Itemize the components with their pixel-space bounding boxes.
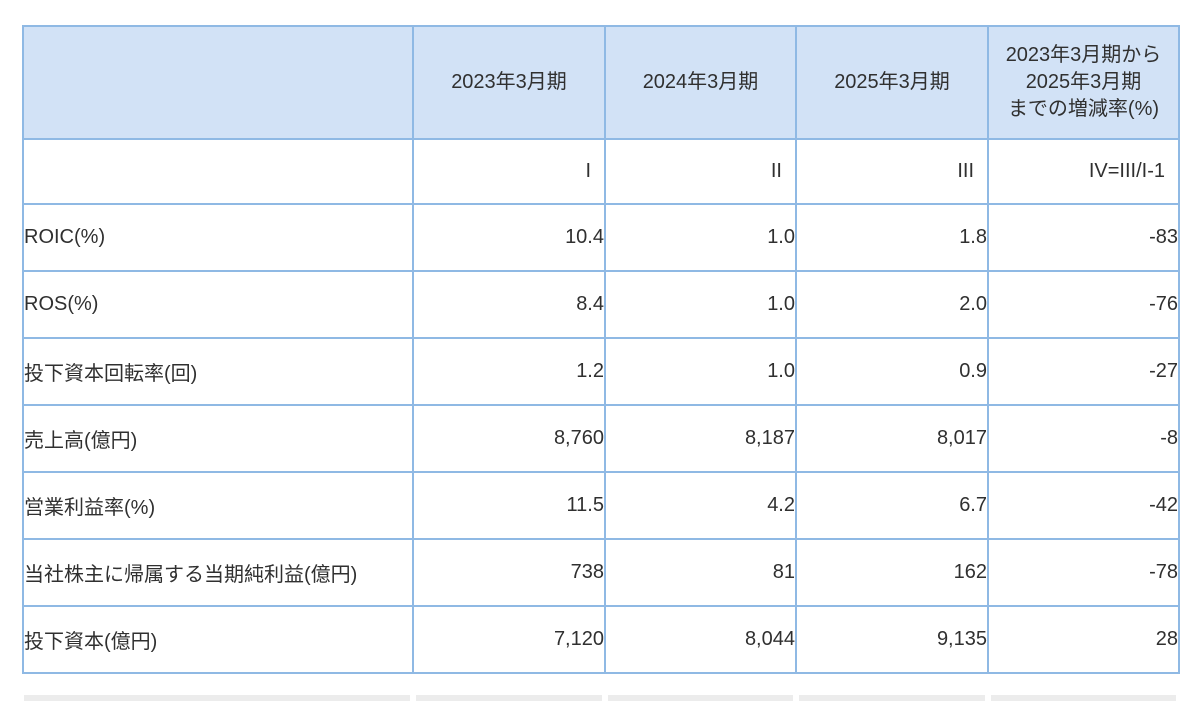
clipped-next-row-segment xyxy=(608,695,793,701)
net-income-value-fy2024: 81 xyxy=(604,538,797,607)
table-row-invested-capital: 投下資本(億円) 7,120 8,044 9,135 28 xyxy=(22,605,1180,674)
column-header-fy2025: 2025年3月期 xyxy=(795,25,989,140)
row-label-roic: ROIC(%) xyxy=(22,203,414,272)
operating-margin-value-fy2023: 11.5 xyxy=(412,471,606,540)
column-header-change-rate: 2023年3月期から 2025年3月期 までの増減率(%) xyxy=(987,25,1180,140)
table-row-capital-turnover: 投下資本回転率(回) 1.2 1.0 0.9 -27 xyxy=(22,337,1180,406)
column-header-fy2024: 2024年3月期 xyxy=(604,25,797,140)
invested-capital-value-fy2025: 9,135 xyxy=(795,605,989,674)
capital-turnover-value-fy2023: 1.2 xyxy=(412,337,606,406)
header-row: 2023年3月期 2024年3月期 2025年3月期 2023年3月期から 20… xyxy=(22,25,1180,140)
index-cell-blank xyxy=(22,138,414,205)
roic-value-fy2025: 1.8 xyxy=(795,203,989,272)
invested-capital-value-fy2023: 7,120 xyxy=(412,605,606,674)
roic-value-fy2024: 1.0 xyxy=(604,203,797,272)
operating-margin-change-rate: -42 xyxy=(987,471,1180,540)
revenue-value-fy2025: 8,017 xyxy=(795,404,989,473)
row-label-invested-capital: 投下資本(億円) xyxy=(22,605,414,674)
net-income-value-fy2025: 162 xyxy=(795,538,989,607)
row-label-revenue: 売上高(億円) xyxy=(22,404,414,473)
invested-capital-value-fy2024: 8,044 xyxy=(604,605,797,674)
index-cell-iii: III xyxy=(795,138,989,205)
table-row-ros: ROS(%) 8.4 1.0 2.0 -76 xyxy=(22,270,1180,339)
net-income-value-fy2023: 738 xyxy=(412,538,606,607)
net-income-change-rate: -78 xyxy=(987,538,1180,607)
operating-margin-value-fy2025: 6.7 xyxy=(795,471,989,540)
financial-metrics-table: 2023年3月期 2024年3月期 2025年3月期 2023年3月期から 20… xyxy=(22,25,1180,674)
clipped-next-row-segment xyxy=(416,695,602,701)
ros-value-fy2023: 8.4 xyxy=(412,270,606,339)
ros-change-rate: -76 xyxy=(987,270,1180,339)
table-row-roic: ROIC(%) 10.4 1.0 1.8 -83 xyxy=(22,203,1180,272)
clipped-next-row-segment xyxy=(799,695,985,701)
ros-value-fy2025: 2.0 xyxy=(795,270,989,339)
index-cell-formula: IV=III/I-1 xyxy=(987,138,1180,205)
table-row-net-income: 当社株主に帰属する当期純利益(億円) 738 81 162 -78 xyxy=(22,538,1180,607)
revenue-change-rate: -8 xyxy=(987,404,1180,473)
index-cell-i: I xyxy=(412,138,606,205)
row-label-capital-turnover: 投下資本回転率(回) xyxy=(22,337,414,406)
index-row: I II III IV=III/I-1 xyxy=(22,138,1180,205)
clipped-next-row-segment xyxy=(991,695,1176,701)
row-label-net-income: 当社株主に帰属する当期純利益(億円) xyxy=(22,538,414,607)
index-cell-ii: II xyxy=(604,138,797,205)
capital-turnover-change-rate: -27 xyxy=(987,337,1180,406)
roic-change-rate: -83 xyxy=(987,203,1180,272)
capital-turnover-value-fy2025: 0.9 xyxy=(795,337,989,406)
revenue-value-fy2024: 8,187 xyxy=(604,404,797,473)
row-label-ros: ROS(%) xyxy=(22,270,414,339)
table-row-revenue: 売上高(億円) 8,760 8,187 8,017 -8 xyxy=(22,404,1180,473)
clipped-next-row-segment xyxy=(24,695,410,701)
revenue-value-fy2023: 8,760 xyxy=(412,404,606,473)
roic-value-fy2023: 10.4 xyxy=(412,203,606,272)
column-header-blank xyxy=(22,25,414,140)
invested-capital-change-rate: 28 xyxy=(987,605,1180,674)
row-label-operating-margin: 営業利益率(%) xyxy=(22,471,414,540)
capital-turnover-value-fy2024: 1.0 xyxy=(604,337,797,406)
ros-value-fy2024: 1.0 xyxy=(604,270,797,339)
table-row-operating-margin: 営業利益率(%) 11.5 4.2 6.7 -42 xyxy=(22,471,1180,540)
operating-margin-value-fy2024: 4.2 xyxy=(604,471,797,540)
column-header-fy2023: 2023年3月期 xyxy=(412,25,606,140)
